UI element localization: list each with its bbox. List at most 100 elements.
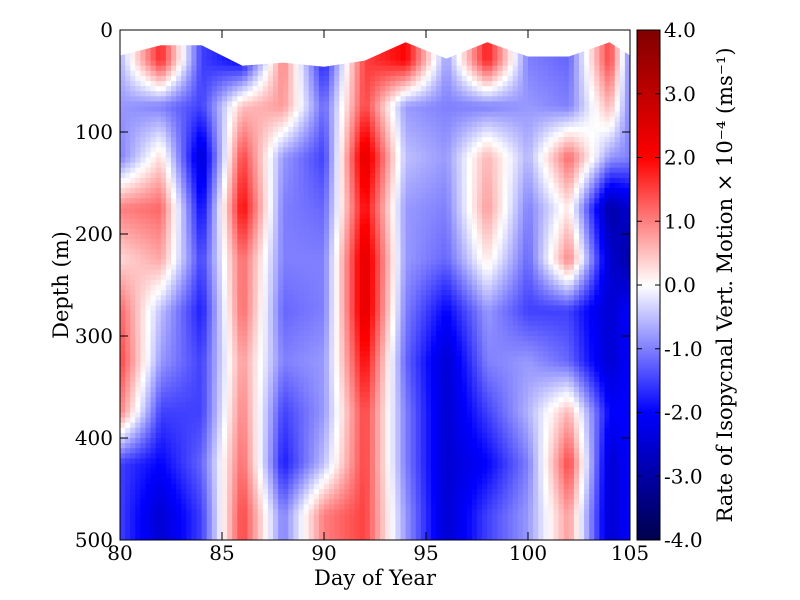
heatmap-cell <box>390 152 396 159</box>
heatmap-cell <box>579 249 585 255</box>
heatmap-cell <box>283 75 289 82</box>
heatmap-cell <box>487 167 493 174</box>
heatmap-cell <box>344 259 351 266</box>
heatmap-cell <box>369 137 376 143</box>
heatmap-cell <box>278 101 284 108</box>
heatmap-cell <box>573 254 580 261</box>
heatmap-cell <box>334 142 340 148</box>
heatmap-cell <box>410 152 417 159</box>
heatmap-cell <box>502 111 509 118</box>
heatmap-cell <box>262 96 269 102</box>
heatmap-cell <box>558 75 565 82</box>
heatmap-cell <box>385 234 391 240</box>
heatmap-cell <box>242 228 249 235</box>
heatmap-cell <box>257 208 264 215</box>
heatmap-cell <box>344 234 351 240</box>
heatmap-cell <box>339 249 345 255</box>
heatmap-cell <box>573 106 580 113</box>
heatmap-cell <box>426 96 432 102</box>
heatmap-cell <box>318 183 325 189</box>
heatmap-cell <box>528 121 534 128</box>
heatmap-cell <box>278 274 284 281</box>
heatmap-cell <box>140 279 147 286</box>
heatmap-cell <box>471 239 478 245</box>
heatmap-cell <box>155 137 162 143</box>
heatmap-cell <box>196 75 203 82</box>
heatmap-cell <box>497 86 504 92</box>
heatmap-cell <box>222 111 228 118</box>
heatmap-cell <box>211 147 218 153</box>
heatmap-cell <box>477 254 483 261</box>
heatmap-cell <box>410 65 417 72</box>
heatmap-cell <box>283 142 289 148</box>
heatmap-cell <box>339 147 345 153</box>
heatmap-cell <box>181 183 187 189</box>
heatmap-cell <box>507 91 514 97</box>
heatmap-cell <box>145 193 152 199</box>
heatmap-cell <box>512 50 519 57</box>
heatmap-cell <box>451 208 458 215</box>
heatmap-cell <box>262 203 269 210</box>
heatmap-cell <box>400 213 407 220</box>
heatmap-cell <box>354 101 361 108</box>
heatmap-cell <box>522 147 529 153</box>
heatmap-cell <box>451 244 458 250</box>
heatmap-cell <box>599 65 606 72</box>
heatmap-cell <box>553 264 560 271</box>
heatmap-cell <box>441 264 447 271</box>
heatmap-cell <box>466 177 473 184</box>
heatmap-cell <box>262 218 269 225</box>
heatmap-cell <box>181 86 187 92</box>
heatmap-cell <box>329 86 335 92</box>
heatmap-cell <box>400 193 407 199</box>
heatmap-cell <box>456 70 463 77</box>
heatmap-cell <box>150 96 157 102</box>
heatmap-cell <box>461 152 468 159</box>
heatmap-cell <box>528 147 534 153</box>
heatmap-cell <box>257 147 264 153</box>
heatmap-cell <box>237 162 243 169</box>
heatmap-cell <box>145 188 152 194</box>
heatmap-cell <box>130 269 136 276</box>
heatmap-cell <box>313 86 320 92</box>
heatmap-cell <box>339 81 345 87</box>
heatmap-cell <box>313 203 320 210</box>
heatmap-cell <box>232 177 238 184</box>
heatmap-cell <box>446 167 453 174</box>
heatmap-cell <box>329 91 335 97</box>
heatmap-cell <box>278 132 284 138</box>
heatmap-cell <box>303 116 310 123</box>
heatmap-cell <box>385 249 391 255</box>
heatmap-cell <box>206 203 213 210</box>
heatmap-cell <box>222 172 228 179</box>
heatmap-cell <box>446 60 453 67</box>
heatmap-cell <box>522 254 529 261</box>
heatmap-cell <box>415 91 422 97</box>
heatmap-cell <box>517 147 524 153</box>
heatmap-cells <box>120 30 630 540</box>
heatmap-cell <box>451 121 458 128</box>
heatmap-cell <box>288 111 294 118</box>
heatmap-cell <box>196 96 203 102</box>
heatmap-cell <box>385 75 391 82</box>
heatmap-cell <box>252 208 259 215</box>
heatmap-cell <box>237 203 243 210</box>
heatmap-cell <box>262 177 269 184</box>
heatmap-cell <box>538 147 544 153</box>
heatmap-cell <box>140 198 147 204</box>
heatmap-cell <box>364 121 371 128</box>
heatmap-cell <box>512 157 519 164</box>
heatmap-cell <box>431 264 437 271</box>
heatmap-cell <box>324 106 330 113</box>
heatmap-cell <box>237 81 243 87</box>
heatmap-cell <box>441 137 447 143</box>
heatmap-cell <box>390 198 396 204</box>
heatmap-cell <box>181 234 187 240</box>
heatmap-cell <box>609 223 616 230</box>
heatmap-cell <box>318 126 325 133</box>
heatmap-cell <box>619 203 626 210</box>
heatmap-cell <box>415 86 422 92</box>
heatmap-cell <box>512 188 519 194</box>
heatmap-cell <box>130 50 136 57</box>
heatmap-cell <box>334 86 340 92</box>
